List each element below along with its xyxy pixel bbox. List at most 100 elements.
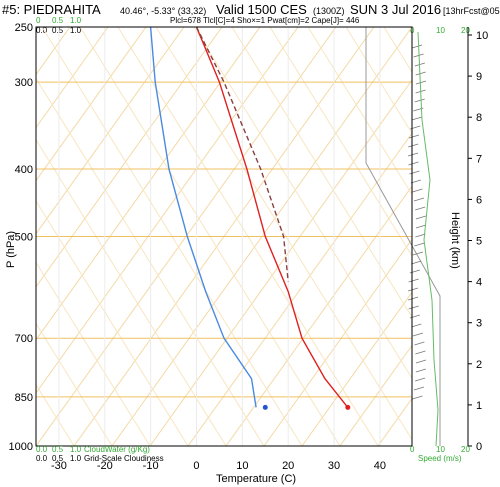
speed-bottom-10: 10 (436, 445, 445, 454)
wind-barb (413, 53, 424, 58)
bottom-grid-scale-2: 1.0 (70, 454, 82, 463)
valid-time: Valid 1500 CES (216, 2, 307, 17)
bottom-grid-scale-1: 0.5 (52, 454, 64, 463)
wind-barb (414, 98, 425, 103)
x-tick-label: 30 (328, 460, 340, 472)
y-tick-label: 1000 (9, 441, 33, 453)
top-grid-scale-2: 1.0 (70, 26, 82, 35)
y-tick-label: 300 (15, 77, 33, 89)
wind-barb (408, 278, 419, 283)
adiabat-line (307, 27, 412, 196)
station-coords: 40.46°, -5.33° (33,32) (120, 6, 206, 16)
speed-bottom-20: 20 (461, 445, 470, 454)
y2-tick-label: 8 (476, 112, 482, 124)
x-axis-label: Temperature (C) (216, 473, 296, 485)
wind-barb (415, 359, 427, 364)
wind-barb (415, 71, 426, 76)
zulu-time: (1300Z) (313, 6, 345, 16)
wind-barb (414, 341, 425, 346)
x-tick-label: -10 (143, 460, 159, 472)
gridscale-label: Grid-Scale Cloudiness (84, 454, 164, 463)
wind-barb (412, 395, 423, 400)
y-tick-label: 850 (15, 392, 33, 404)
isotherm-line (36, 27, 185, 235)
terrain-outline (365, 27, 441, 446)
y2-axis-label: Height (km) (449, 212, 461, 269)
wind-barb (411, 260, 422, 265)
y2-tick-label: 10 (476, 30, 488, 42)
x-tick-label: 40 (374, 460, 386, 472)
speed-top-10: 10 (436, 26, 445, 35)
x-tick-label: -20 (97, 460, 113, 472)
wind-barb (408, 305, 419, 310)
wind-barb (408, 143, 419, 148)
bottom-cloud-scale-0: 0.0 (36, 445, 48, 454)
speed-bottom-0: 0 (410, 445, 415, 454)
bottom-cloud-scale-2: 1.0 (70, 445, 82, 454)
adiabat-line (36, 261, 151, 446)
top-cloud-scale-0: 0 (36, 16, 41, 25)
surface-marker (262, 404, 268, 410)
adiabat-line (36, 322, 113, 446)
x-tick-label: 0 (193, 460, 199, 472)
y2-tick-label: 9 (476, 71, 482, 83)
bottom-grid-scale-0: 0.0 (36, 454, 48, 463)
wind-barb (413, 197, 425, 202)
isotherm-line (36, 27, 147, 182)
y2-tick-label: 3 (476, 318, 482, 330)
station-title: #5: PIEDRAHITA (2, 2, 101, 17)
wind-barb (412, 332, 424, 337)
isotherm-line (263, 238, 412, 446)
parcel-params: Plcl=678 Tlcl[C]=4 Sho×=1 Pwat[cm]=2 Cap… (170, 16, 360, 25)
y2-tick-label: 7 (476, 153, 482, 165)
y-tick-label: 400 (15, 164, 33, 176)
speed-axis-label: Speed (m/s) (418, 454, 462, 463)
wind-barb (413, 386, 425, 391)
cloudwater-label: CloudWater (g/Kg) (84, 445, 150, 454)
top-cloud-scale-1: 0.5 (52, 16, 64, 25)
bottom-cloud-scale-1: 0.5 (52, 445, 64, 454)
wind-barb (415, 206, 426, 211)
x-tick-label: 10 (236, 460, 248, 472)
wind-barb (415, 224, 427, 229)
wind-barb (408, 161, 419, 166)
parcel-profile-line (195, 26, 289, 282)
surface-marker (345, 404, 351, 410)
y2-tick-label: 5 (476, 236, 482, 248)
adiabat-line (345, 27, 412, 135)
isotherm-line (36, 27, 109, 129)
wind-barb (415, 233, 426, 238)
sounding-lines (149, 26, 351, 410)
x-tick-label: 20 (282, 460, 294, 472)
top-cloud-scale-2: 1.0 (70, 16, 82, 25)
wind-barb (411, 44, 423, 49)
x-tick-label: -30 (51, 460, 67, 472)
wind-barb (412, 188, 423, 193)
isotherm-line (492, 27, 500, 446)
speed-profile-line (417, 31, 439, 447)
wind-barb (409, 170, 420, 175)
top-grid-scale-1: 0.5 (52, 26, 64, 35)
y2-tick-label: 2 (476, 359, 482, 371)
forecast-hour: [13hrFcst@0506z] (443, 6, 500, 16)
wind-barb (415, 350, 426, 355)
isotherm-line (339, 344, 412, 446)
y2-tick-label: 6 (476, 194, 482, 206)
wind-barb (414, 242, 425, 247)
forecast-date: SUN 3 Jul 2016 (350, 2, 441, 17)
wind-barb (415, 368, 426, 373)
y2-tick-label: 1 (476, 400, 482, 412)
wind-barb (410, 179, 421, 184)
y2-tick-label: 4 (476, 277, 482, 289)
temperature-profile-line (195, 26, 349, 408)
wind-barb (407, 296, 419, 301)
wind-barb (407, 287, 419, 292)
wind-barb (415, 377, 426, 382)
wind-barb (411, 323, 422, 328)
speed-top-20: 20 (461, 26, 470, 35)
wind-barb (415, 80, 427, 85)
y-tick-label: 500 (15, 232, 33, 244)
y-tick-label: 700 (15, 333, 33, 345)
